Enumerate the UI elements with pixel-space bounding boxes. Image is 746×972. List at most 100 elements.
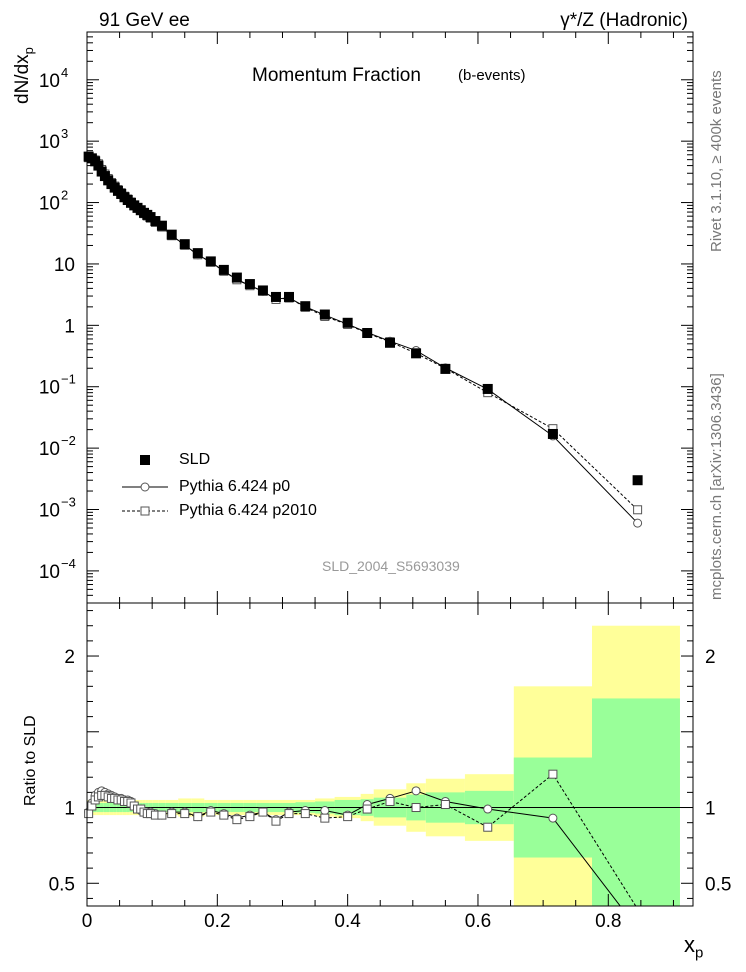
y-tick-label: 10: [39, 501, 60, 522]
x-tick-label: 0.2: [204, 911, 230, 932]
y-tick-label: 1: [64, 316, 75, 337]
axis-ticks: [86, 31, 693, 906]
sld-point: [440, 363, 451, 374]
pythia-p2010-ratio-point: [548, 769, 558, 779]
sld-point: [270, 291, 281, 302]
pythia-p0-ratio-point: [548, 813, 558, 823]
ratio-tick-label: 2: [64, 647, 75, 668]
sld-point: [166, 229, 177, 240]
sld-point: [218, 264, 229, 275]
pythia-p0-ratio-point: [411, 786, 421, 796]
pythia-p2010-ratio-point: [284, 809, 294, 819]
legend-label-sld: SLD: [179, 451, 211, 468]
sld-point: [205, 256, 216, 267]
y-tick-label: 10: [39, 71, 60, 92]
sld-point: [257, 285, 268, 296]
sld-point: [411, 348, 422, 359]
y-tick-exponent: 3: [61, 126, 68, 141]
legend-marker-sld: [140, 455, 150, 465]
sld-point: [150, 216, 161, 227]
sld-point: [179, 239, 190, 250]
y-tick-label: 10: [39, 378, 60, 399]
header-left-label: 91 GeV ee: [99, 10, 190, 31]
pythia-p2010-ratio-point: [167, 809, 177, 819]
pythia-p2010-ratio-point: [245, 812, 255, 822]
legend-label-p2010: Pythia 6.424 p2010: [179, 502, 317, 519]
ratio-frame: [86, 602, 694, 907]
pythia-p2010-ratio-point: [411, 803, 421, 813]
plot-frames: [86, 31, 694, 907]
y-tick-label: 10: [39, 439, 60, 460]
uncertainty-bands: [87, 625, 680, 906]
pythia-p2010-ratio-point: [271, 816, 281, 826]
y-tick-exponent: −1: [61, 372, 76, 387]
sld-point: [93, 160, 104, 171]
plot-title: Momentum Fraction: [252, 65, 421, 86]
pythia-p0-point: [633, 518, 643, 528]
sld-point: [284, 291, 294, 302]
x-axis-label: xp: [684, 932, 704, 962]
pythia-p0-ratio-point: [320, 806, 330, 816]
sld-point: [632, 475, 643, 486]
x-tick-label: 0: [82, 911, 93, 932]
sld-point: [231, 272, 242, 283]
pythia-p2010-ratio-point: [157, 810, 167, 820]
sld-point: [547, 428, 558, 439]
y-tick-label: 10: [39, 562, 60, 583]
pythia-p2010-ratio-point: [343, 812, 353, 822]
ratio-tick-label: 0.5: [49, 874, 75, 895]
y-tick-label: 10: [39, 132, 60, 153]
sld-point: [300, 301, 311, 312]
rivet-version-label: Rivet 3.1.10, ≥ 400k events: [708, 70, 725, 252]
sld-point: [244, 279, 255, 290]
pythia-p2010-ratio-point: [483, 822, 493, 832]
ratio-axis-label: Ratio to SLD: [22, 715, 39, 806]
x-tick-label: 0.8: [595, 911, 621, 932]
x-tick-label: 0.6: [465, 911, 491, 932]
pythia-p0-ratio-point: [483, 804, 493, 814]
pythia-p2010-ratio-point: [219, 810, 229, 820]
y-tick-label: 10: [39, 194, 60, 215]
sld-point: [319, 309, 330, 320]
pythia-p2010-ratio-point: [258, 807, 268, 817]
legend-markers: [122, 455, 168, 516]
pythia-p2010-ratio-point: [385, 796, 395, 806]
ratio-tick-label-right: 1: [705, 799, 716, 820]
pythia-p2010-ratio-point: [206, 807, 216, 817]
sld-point: [342, 317, 353, 328]
pythia-p2010-point: [633, 505, 643, 515]
main-frame: [86, 31, 694, 604]
y-tick-exponent: −4: [61, 556, 76, 571]
y-tick-exponent: 2: [61, 188, 68, 203]
pythia-p2010-ratio-point: [300, 809, 310, 819]
band-green: [592, 698, 680, 906]
pythia-p2010-ratio-point: [232, 815, 242, 825]
pythia-p2010-ratio-point: [362, 804, 372, 814]
legend-marker-p0: [140, 482, 150, 492]
y-tick-label: 10: [54, 255, 75, 276]
mcplots-reference-label: mcplots.cern.ch [arXiv:1306.3436]: [708, 373, 725, 600]
header-right-label: γ*/Z (Hadronic): [560, 10, 688, 31]
pythia-p2010-ratio-point: [180, 809, 190, 819]
sld-point: [362, 328, 373, 339]
pythia-p2010-ratio-point: [84, 809, 94, 819]
pythia-p2010-ratio-point: [440, 799, 450, 809]
legend-marker-p2010: [140, 506, 150, 516]
pythia-p0-main-line: [88, 156, 638, 524]
x-tick-label: 0.4: [334, 911, 361, 932]
y-tick-exponent: −3: [61, 495, 76, 510]
sld-point: [192, 248, 203, 259]
sld-point: [385, 337, 395, 348]
y-tick-exponent: 4: [61, 65, 68, 80]
y-tick-exponent: −2: [61, 433, 76, 448]
data-markers: [83, 151, 643, 832]
ratio-tick-label: 1: [64, 799, 75, 820]
sld-point: [156, 220, 167, 231]
plot-subtitle: (b-events): [458, 67, 526, 84]
y-axis-label: dN/dxp: [12, 47, 36, 104]
legend-label-p0: Pythia 6.424 p0: [179, 478, 291, 495]
pythia-p2010-ratio-point: [320, 813, 330, 823]
ratio-tick-label-right: 0.5: [705, 874, 731, 895]
